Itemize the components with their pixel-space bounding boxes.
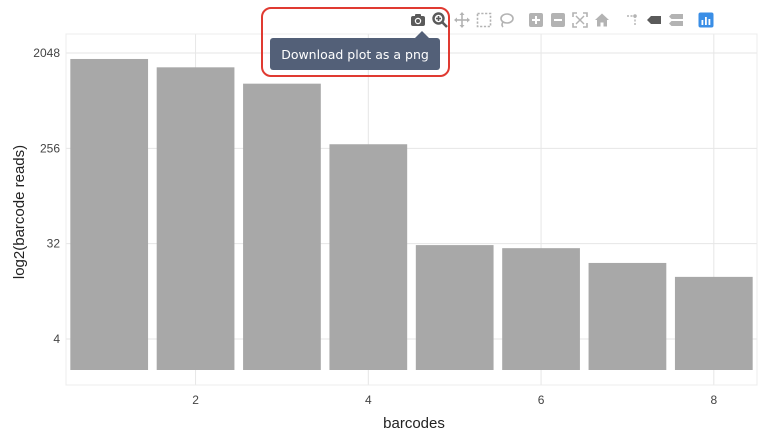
bar-7[interactable] [588,262,667,370]
reset-axes-icon[interactable] [594,12,610,28]
zoom-out-glyph [551,13,565,27]
zoom-glyph [432,12,448,28]
bar-8[interactable] [674,276,753,370]
pan-icon[interactable] [454,12,470,28]
x-tick-label: 6 [538,393,545,407]
bars [70,58,753,371]
tooltip-arrow [415,31,429,38]
camera-icon[interactable] [410,12,426,28]
bar-3[interactable] [243,83,321,370]
bar-5[interactable] [415,245,494,370]
autoscale-icon[interactable] [572,12,588,28]
home-glyph [595,13,609,27]
x-tick-label: 2 [192,393,199,407]
hover-closest-glyph [647,16,661,24]
zoom-icon[interactable] [432,12,448,28]
plotly-logo-icon[interactable] [698,12,714,28]
hover-compare-icon[interactable] [668,12,684,28]
y-tick-label: 256 [40,141,60,155]
x-tick-label: 8 [710,393,717,407]
plot-area-frame [65,33,758,386]
bar-4[interactable] [329,144,408,370]
zoom-in-icon[interactable] [528,12,544,28]
bar-2[interactable] [156,67,235,370]
hover-closest-icon[interactable] [646,12,662,28]
spike-glyph [627,14,637,26]
y-axis-label: log2(barcode reads) [11,145,28,279]
spike-lines-icon[interactable] [624,12,640,28]
x-axis-label: barcodes [383,415,445,432]
zoom-in-glyph [529,13,543,27]
x-tick-label: 4 [365,393,372,407]
download-tooltip: Download plot as a png [270,38,440,70]
modebar [410,10,720,30]
lasso-select-icon[interactable] [498,12,514,28]
lasso-glyph [500,13,514,28]
tick-labels: 2 4 6 8 4 32 256 2048 [33,46,717,407]
bar-6[interactable] [502,248,580,370]
y-tick-label: 2048 [33,46,60,60]
zoom-out-icon[interactable] [550,12,566,28]
pan-glyph [454,12,470,28]
y-tick-label: 32 [47,237,61,251]
box-select-icon[interactable] [476,12,492,28]
bar-1[interactable] [70,58,149,371]
box-select-glyph [476,12,492,28]
hover-compare-glyph [669,14,683,26]
plotly-logo-glyph [698,12,714,28]
y-tick-label: 4 [53,332,60,346]
autoscale-glyph [572,12,588,28]
camera-glyph [411,14,425,26]
